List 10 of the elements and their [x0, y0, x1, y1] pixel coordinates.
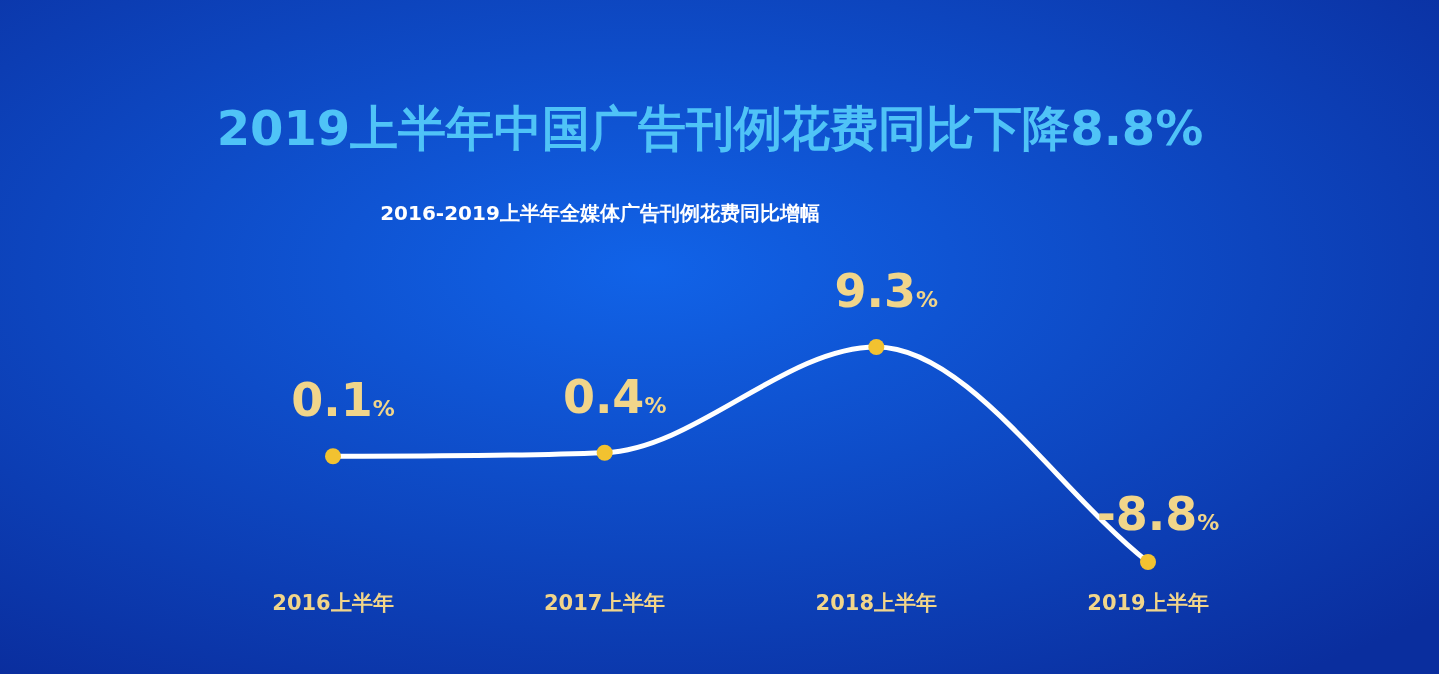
chart-subtitle: 2016-2019上半年全媒体广告刊例花费同比增幅	[380, 201, 820, 225]
x-tick-label: 2017上半年	[543, 591, 666, 615]
data-label: -8.8%	[1096, 487, 1220, 541]
data-label: 9.3%	[834, 264, 939, 318]
x-tick-label: 2016上半年	[272, 591, 394, 615]
x-tick-label: 2019上半年	[1087, 591, 1209, 615]
data-label: 0.4%	[562, 369, 667, 424]
chart-title: 2019上半年中国广告刊例花费同比下降8.8%	[216, 100, 1204, 156]
data-label: 0.1%	[291, 373, 395, 428]
x-tick-label: 2018上半年	[815, 591, 938, 615]
